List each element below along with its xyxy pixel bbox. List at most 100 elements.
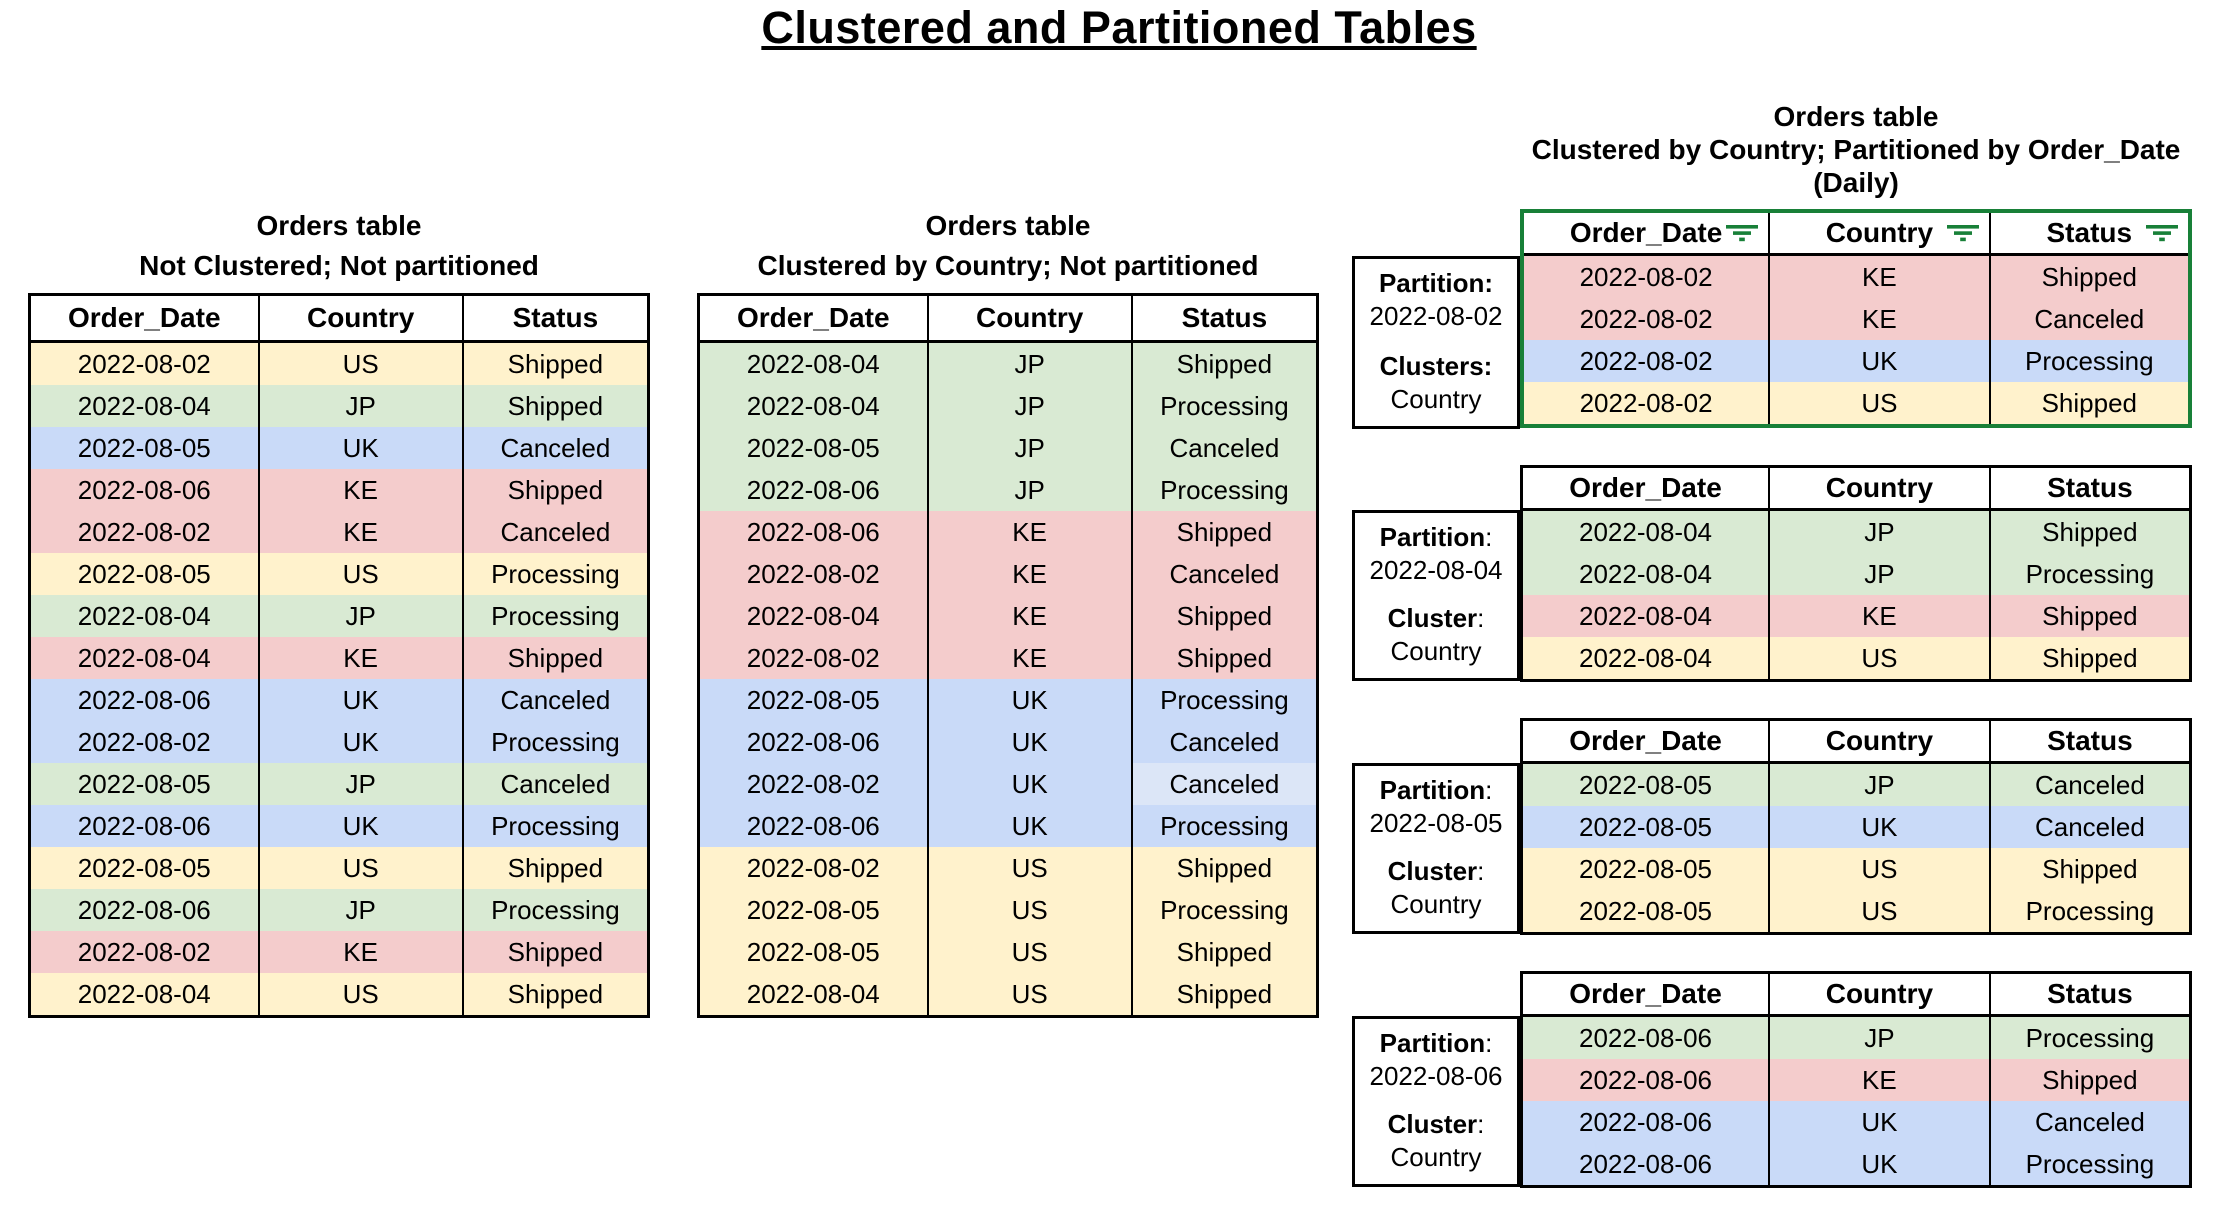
table-row: 2022-08-02 UK Canceled bbox=[697, 763, 1319, 805]
status-cell: Shipped bbox=[1988, 637, 2192, 681]
filter-icon[interactable] bbox=[2145, 223, 2179, 243]
country-cell: UK bbox=[257, 805, 464, 847]
country-cell: UK bbox=[257, 427, 464, 469]
status-cell: Processing bbox=[461, 595, 650, 637]
country-cell: KE bbox=[257, 637, 464, 679]
table-row: 2022-08-04 US Shipped bbox=[28, 973, 650, 1017]
table-row: 2022-08-02 KE Canceled bbox=[28, 511, 650, 553]
filter-icon[interactable] bbox=[1725, 223, 1759, 243]
country-cell: US bbox=[257, 553, 464, 595]
table-row: 2022-08-06 KE Shipped bbox=[1520, 1059, 2192, 1101]
status-cell: Canceled bbox=[1988, 298, 2192, 340]
column-header: Status bbox=[461, 294, 650, 343]
country-cell: KE bbox=[257, 511, 464, 553]
status-cell: Canceled bbox=[1130, 553, 1319, 595]
partition-value: 2022-08-05 bbox=[1369, 808, 1503, 838]
table-row: 2022-08-05 US Shipped bbox=[28, 847, 650, 889]
filter-icon[interactable] bbox=[1946, 223, 1980, 243]
column-header-label: Country bbox=[1825, 472, 1934, 503]
table-row: 2022-08-04 KE Shipped bbox=[28, 637, 650, 679]
table-row: 2022-08-05 UK Processing bbox=[697, 679, 1319, 721]
status-cell: Shipped bbox=[1988, 254, 2192, 298]
country-cell: JP bbox=[1768, 509, 1991, 553]
table-row: 2022-08-05 US Shipped bbox=[1520, 848, 2192, 890]
header-row: Order_Date Country Status bbox=[697, 294, 1319, 343]
country-cell: UK bbox=[257, 679, 464, 721]
order-date-cell: 2022-08-02 bbox=[1520, 298, 1771, 340]
column-header-label: Status bbox=[2047, 725, 2133, 756]
table-row: 2022-08-05 JP Canceled bbox=[28, 763, 650, 805]
table-group-clustered-partitioned: Orders table Clustered by Country; Parti… bbox=[1352, 100, 2192, 1224]
table-row: 2022-08-06 JP Processing bbox=[1520, 1015, 2192, 1059]
order-date-cell: 2022-08-02 bbox=[697, 637, 929, 679]
order-date-cell: 2022-08-06 bbox=[1520, 1015, 1771, 1059]
partition-label: Partition: bbox=[1379, 775, 1493, 805]
order-date-cell: 2022-08-04 bbox=[28, 637, 260, 679]
country-cell: US bbox=[257, 973, 464, 1017]
order-date-cell: 2022-08-05 bbox=[1520, 762, 1771, 806]
order-date-cell: 2022-08-02 bbox=[697, 763, 929, 805]
country-cell: US bbox=[1768, 382, 1991, 426]
partition-block: Partition: 2022-08-02 Clusters: Country Orde… bbox=[1352, 209, 2192, 429]
order-date-cell: 2022-08-04 bbox=[1520, 509, 1771, 553]
order-date-cell: 2022-08-06 bbox=[1520, 1143, 1771, 1187]
status-cell: Processing bbox=[1988, 553, 2192, 595]
country-cell: KE bbox=[257, 469, 464, 511]
order-date-cell: 2022-08-05 bbox=[1520, 806, 1771, 848]
table-row: 2022-08-06 JP Processing bbox=[697, 469, 1319, 511]
country-cell: KE bbox=[926, 511, 1133, 553]
order-date-cell: 2022-08-05 bbox=[28, 427, 260, 469]
country-cell: UK bbox=[1768, 1143, 1991, 1187]
column-header: Order_Date bbox=[1520, 719, 1771, 764]
column-header: Order_Date bbox=[1520, 211, 1771, 256]
order-date-cell: 2022-08-05 bbox=[28, 763, 260, 805]
country-cell: UK bbox=[1768, 806, 1991, 848]
partition-orders-table: Order_Date Country Status 2022-08-02 KE Shipp… bbox=[1520, 209, 2192, 428]
status-cell: Processing bbox=[1988, 1015, 2192, 1059]
status-cell: Canceled bbox=[1130, 763, 1319, 805]
table-row: 2022-08-04 KE Shipped bbox=[1520, 595, 2192, 637]
table-row: 2022-08-04 KE Shipped bbox=[697, 595, 1319, 637]
status-cell: Shipped bbox=[461, 637, 650, 679]
status-cell: Shipped bbox=[1130, 973, 1319, 1017]
country-cell: KE bbox=[257, 931, 464, 973]
partition-info: Partition: 2022-08-06 bbox=[1355, 1027, 1517, 1093]
country-cell: US bbox=[926, 973, 1133, 1017]
country-cell: US bbox=[926, 847, 1133, 889]
country-cell: KE bbox=[1768, 1059, 1991, 1101]
cluster-label: Cluster: bbox=[1387, 856, 1485, 886]
country-cell: JP bbox=[1768, 1015, 1991, 1059]
status-cell: Processing bbox=[461, 553, 650, 595]
column-header-label: Order_Date bbox=[737, 302, 890, 333]
order-date-cell: 2022-08-04 bbox=[697, 973, 929, 1017]
order-date-cell: 2022-08-06 bbox=[1520, 1101, 1771, 1143]
country-cell: JP bbox=[1768, 553, 1991, 595]
country-cell: US bbox=[257, 341, 464, 385]
country-cell: UK bbox=[926, 679, 1133, 721]
status-cell: Processing bbox=[461, 889, 650, 931]
left-table-titles: Orders table Not Clustered; Not partitio… bbox=[28, 206, 650, 286]
partition-info: Partition: 2022-08-05 bbox=[1355, 774, 1517, 840]
country-cell: US bbox=[1768, 637, 1991, 681]
table-row: 2022-08-02 UK Processing bbox=[1520, 340, 2192, 382]
country-cell: UK bbox=[926, 721, 1133, 763]
table-row: 2022-08-06 UK Canceled bbox=[28, 679, 650, 721]
status-cell: Canceled bbox=[1988, 806, 2192, 848]
order-date-cell: 2022-08-05 bbox=[697, 427, 929, 469]
table-row: 2022-08-04 JP Processing bbox=[1520, 553, 2192, 595]
orders-table-not-clustered: Order_Date Country Status 2022-08-02 US Shipp… bbox=[28, 293, 650, 1018]
table-row: 2022-08-06 UK Canceled bbox=[697, 721, 1319, 763]
table-row: 2022-08-05 UK Canceled bbox=[28, 427, 650, 469]
table-row: 2022-08-06 UK Processing bbox=[697, 805, 1319, 847]
partition-info: Partition: 2022-08-02 bbox=[1355, 267, 1517, 333]
cluster-label: Cluster: bbox=[1387, 1109, 1485, 1139]
order-date-cell: 2022-08-06 bbox=[697, 469, 929, 511]
status-cell: Shipped bbox=[1988, 595, 2192, 637]
cluster-label: Clusters: bbox=[1379, 351, 1493, 381]
status-cell: Processing bbox=[1130, 889, 1319, 931]
status-cell: Shipped bbox=[461, 469, 650, 511]
order-date-cell: 2022-08-04 bbox=[1520, 553, 1771, 595]
status-cell: Processing bbox=[1130, 805, 1319, 847]
order-date-cell: 2022-08-02 bbox=[28, 721, 260, 763]
cluster-info: Cluster: Country bbox=[1355, 602, 1517, 668]
